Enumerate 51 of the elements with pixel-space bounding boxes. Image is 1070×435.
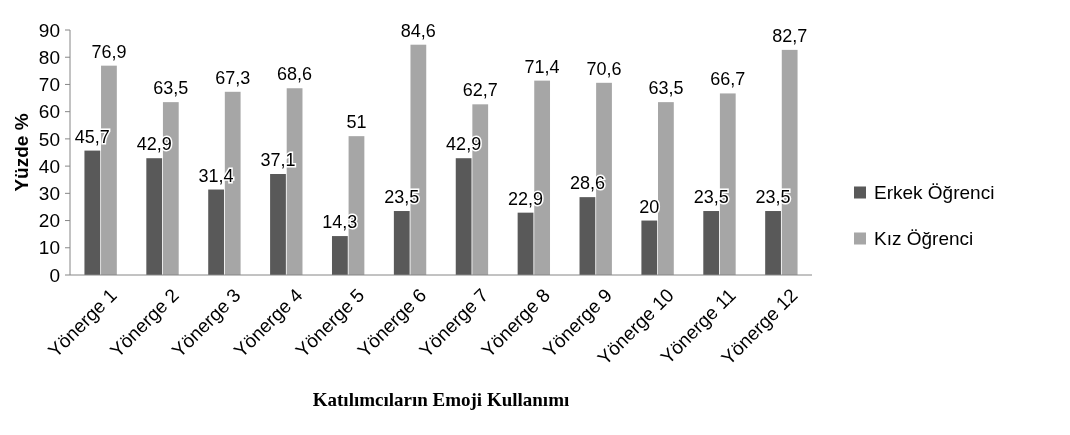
data-label: 23,5 (755, 187, 791, 208)
data-label: 23,5 (384, 187, 420, 208)
bar (331, 236, 348, 275)
bar (393, 211, 410, 275)
y-tick-label: 80 (38, 46, 60, 68)
data-label: 62,7 (462, 80, 498, 101)
data-label: 63,5 (648, 78, 684, 99)
bar (658, 102, 674, 275)
data-label: 22,9 (508, 188, 544, 209)
data-label: 31,4 (198, 165, 234, 186)
data-label: 14,3 (322, 212, 358, 233)
y-tick-label: 40 (38, 155, 60, 177)
y-tick-label: 90 (38, 19, 60, 41)
data-label: 51 (346, 112, 367, 133)
y-tick-label: 60 (38, 101, 60, 123)
bar (146, 158, 163, 275)
data-label: 70,6 (586, 58, 622, 79)
data-label: 63,5 (153, 78, 189, 99)
data-label: 76,9 (91, 41, 127, 62)
data-label: 37,1 (260, 150, 296, 171)
bar (208, 189, 224, 275)
legend-label: Kız Öğrenci (874, 228, 974, 250)
bar (703, 211, 720, 275)
bar (455, 158, 472, 275)
data-label: 42,9 (136, 134, 172, 155)
bar (270, 174, 286, 275)
data-label: 20 (639, 196, 660, 217)
y-tick-label: 20 (38, 210, 60, 232)
data-label: 71,4 (524, 56, 560, 77)
y-tick-label: 0 (49, 264, 60, 286)
data-label: 82,7 (772, 25, 808, 46)
data-label: 45,7 (74, 126, 110, 147)
y-tick-label: 30 (38, 182, 60, 204)
x-axis-title: Katılımcıların Emoji Kullanımı (312, 389, 570, 410)
bar (641, 220, 658, 275)
bar (765, 211, 781, 275)
bar (517, 212, 534, 275)
y-tick-label: 70 (38, 74, 60, 96)
data-label: 66,7 (710, 69, 746, 90)
data-label: 84,6 (400, 20, 436, 41)
data-label: 42,9 (446, 134, 482, 155)
legend-label: Erkek Öğrenci (874, 182, 995, 204)
y-axis-title: Yüzde % (11, 113, 32, 192)
bar (84, 150, 101, 275)
data-label: 23,5 (693, 187, 729, 208)
data-label: 28,6 (569, 173, 605, 194)
y-tick-label: 50 (38, 128, 60, 150)
data-label: 67,3 (215, 67, 251, 88)
y-tick-label: 10 (38, 237, 60, 259)
bar (579, 197, 596, 275)
data-label: 68,6 (277, 64, 313, 85)
